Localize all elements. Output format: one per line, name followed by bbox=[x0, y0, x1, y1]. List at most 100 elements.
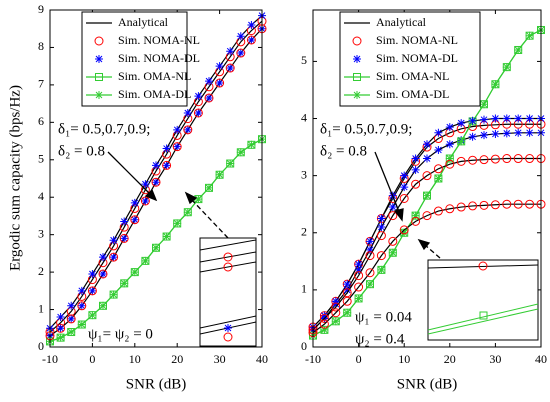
marker bbox=[399, 193, 409, 203]
marker bbox=[502, 129, 511, 138]
x-tick-label: 0 bbox=[89, 352, 95, 366]
marker bbox=[87, 286, 97, 296]
marker bbox=[525, 31, 534, 40]
axes-frame bbox=[49, 9, 263, 348]
x-tick-label: 30 bbox=[214, 352, 226, 366]
marker bbox=[56, 333, 65, 342]
marker bbox=[411, 179, 421, 189]
marker bbox=[120, 279, 129, 288]
marker bbox=[479, 200, 489, 210]
marker bbox=[525, 154, 535, 164]
x-tick-label: 20 bbox=[171, 352, 183, 366]
marker bbox=[491, 80, 500, 89]
marker bbox=[173, 125, 182, 134]
marker bbox=[525, 199, 535, 209]
marker bbox=[88, 311, 97, 320]
marker bbox=[434, 174, 443, 183]
annotation: ψ₂ = 0.4 bbox=[355, 331, 405, 347]
marker bbox=[95, 91, 103, 99]
marker bbox=[67, 301, 76, 310]
marker bbox=[99, 301, 107, 310]
marker bbox=[445, 154, 454, 163]
marker bbox=[56, 313, 65, 322]
marker bbox=[366, 280, 374, 289]
marker bbox=[119, 233, 129, 243]
marker bbox=[77, 301, 87, 311]
marker bbox=[141, 196, 150, 205]
marker bbox=[194, 108, 203, 117]
marker bbox=[130, 215, 140, 225]
marker bbox=[152, 161, 160, 170]
marker bbox=[468, 155, 478, 165]
marker bbox=[422, 211, 432, 221]
marker bbox=[77, 320, 86, 329]
marker bbox=[141, 180, 150, 189]
marker bbox=[99, 269, 107, 278]
marker bbox=[353, 91, 361, 99]
marker bbox=[162, 160, 172, 170]
marker bbox=[205, 183, 213, 192]
marker bbox=[236, 148, 245, 157]
marker bbox=[109, 253, 118, 262]
marker bbox=[514, 45, 523, 54]
marker bbox=[353, 73, 361, 81]
legend-label: Sim. NOMA-DL bbox=[376, 51, 458, 65]
marker bbox=[173, 142, 182, 151]
legend-label: Sim. NOMA-NL bbox=[118, 33, 200, 47]
legend-label: Sim. OMA-DL bbox=[376, 87, 449, 101]
legend-label: Analytical bbox=[376, 15, 427, 29]
marker bbox=[525, 114, 534, 123]
marker bbox=[388, 203, 397, 212]
marker bbox=[456, 202, 466, 212]
marker bbox=[388, 211, 398, 221]
y-tick-label: 2 bbox=[301, 225, 307, 239]
marker bbox=[490, 200, 500, 210]
marker bbox=[226, 64, 235, 73]
marker bbox=[343, 280, 352, 289]
legend-label: Sim. OMA-DL bbox=[118, 87, 191, 101]
marker bbox=[88, 269, 97, 278]
marker bbox=[456, 156, 466, 166]
marker bbox=[411, 211, 420, 220]
marker bbox=[331, 308, 341, 318]
marker bbox=[411, 154, 420, 163]
marker bbox=[400, 228, 409, 237]
marker bbox=[376, 231, 386, 241]
y-tick-label: 1 bbox=[301, 282, 307, 296]
marker bbox=[491, 114, 500, 123]
marker bbox=[130, 198, 139, 207]
marker bbox=[365, 268, 375, 278]
annotation: ψ₁= ψ₂ = 0 bbox=[88, 326, 153, 342]
marker bbox=[353, 55, 361, 63]
marker bbox=[354, 282, 364, 292]
x-tick-label: 40 bbox=[535, 352, 547, 366]
marker bbox=[99, 253, 107, 262]
marker bbox=[120, 234, 129, 243]
legend-box bbox=[339, 11, 481, 107]
marker bbox=[514, 114, 523, 123]
x-tick-label: -10 bbox=[42, 352, 58, 366]
marker bbox=[411, 165, 420, 174]
marker bbox=[400, 183, 409, 192]
legend-label: Analytical bbox=[118, 15, 169, 29]
marker bbox=[445, 159, 455, 169]
marker bbox=[366, 245, 374, 254]
marker bbox=[502, 154, 512, 164]
y-tick-label: 3 bbox=[38, 226, 44, 240]
marker bbox=[377, 214, 386, 223]
annotation: ψ₁ = 0.04 bbox=[355, 309, 412, 325]
marker bbox=[433, 164, 443, 174]
marker bbox=[480, 100, 488, 109]
marker bbox=[183, 208, 192, 217]
marker bbox=[205, 77, 213, 86]
marker bbox=[67, 314, 76, 323]
marker bbox=[514, 128, 523, 137]
marker bbox=[445, 204, 455, 214]
marker bbox=[502, 63, 511, 72]
y-tick-label: 4 bbox=[301, 110, 307, 124]
marker bbox=[433, 206, 443, 216]
marker bbox=[331, 302, 341, 312]
marker bbox=[354, 271, 364, 281]
marker bbox=[468, 201, 478, 211]
marker bbox=[422, 171, 432, 181]
